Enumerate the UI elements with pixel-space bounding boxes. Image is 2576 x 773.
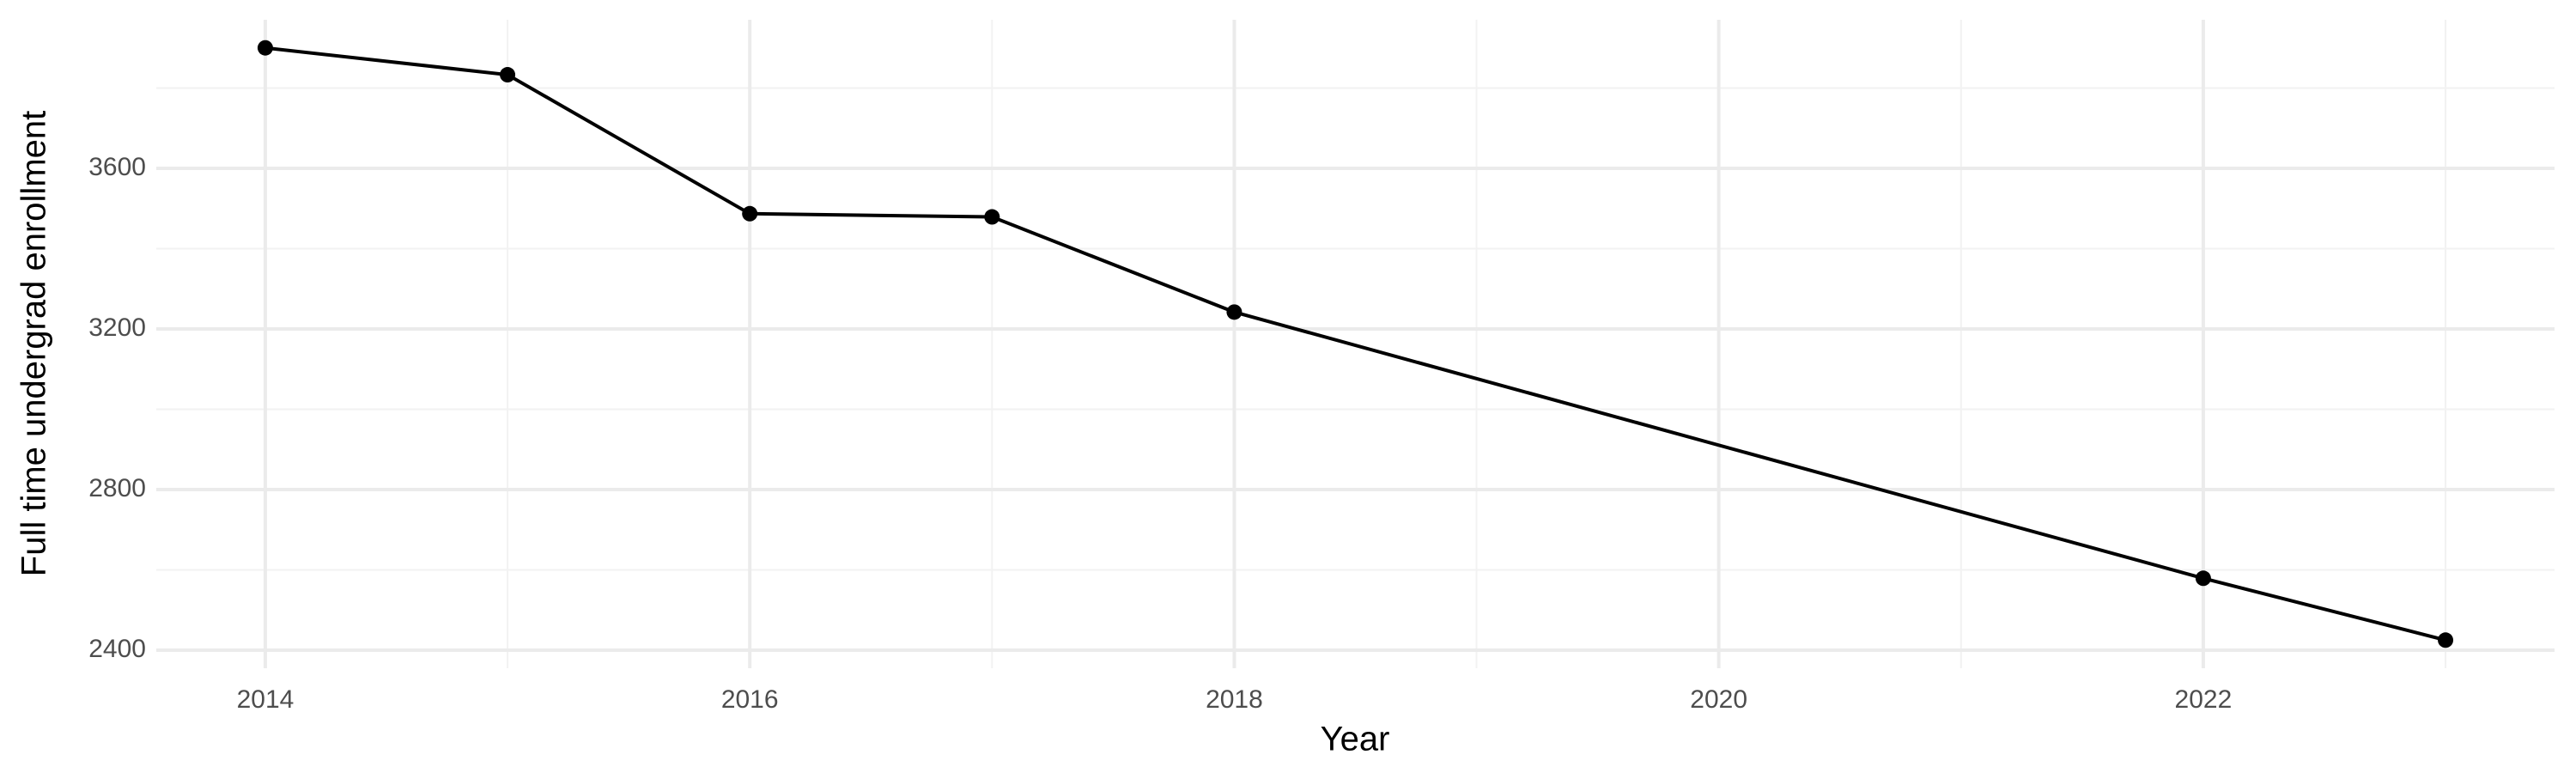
x-tick-label: 2016 xyxy=(721,685,779,714)
point xyxy=(500,67,516,83)
y-axis-title: Full time undergrad enrollment xyxy=(15,111,53,576)
y-tick-label: 2400 xyxy=(88,635,146,663)
y-tick-label: 2800 xyxy=(88,474,146,502)
point xyxy=(984,209,1000,225)
point xyxy=(742,205,758,222)
x-tick-label: 2018 xyxy=(1206,685,1263,714)
line xyxy=(264,46,2446,642)
x-tick-label: 2014 xyxy=(237,685,295,714)
point xyxy=(2438,632,2454,648)
x-tick-label: 2020 xyxy=(1690,685,1747,714)
x-axis-title: Year xyxy=(1321,721,1390,758)
y-tick-label: 3600 xyxy=(88,153,146,181)
point xyxy=(2195,570,2211,587)
point xyxy=(1226,304,1242,320)
point xyxy=(257,40,273,56)
x-tick-label: 2022 xyxy=(2175,685,2233,714)
y-tick-label: 3200 xyxy=(88,313,146,342)
